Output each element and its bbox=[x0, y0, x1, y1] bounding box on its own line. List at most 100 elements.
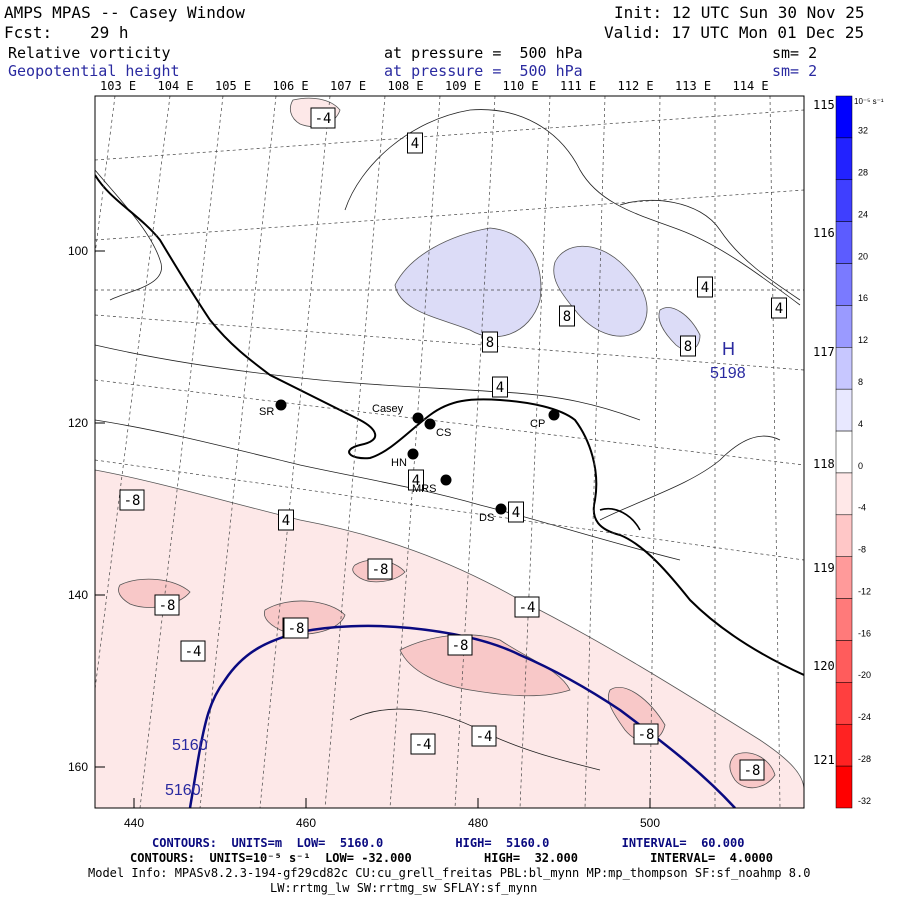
longitude-label: 114 E bbox=[733, 79, 769, 93]
coastline bbox=[95, 174, 804, 676]
colorbar-segment bbox=[835, 514, 853, 557]
station-label: CS bbox=[436, 427, 451, 439]
colorbar-segment bbox=[835, 598, 853, 641]
contour-label-text: 4 bbox=[282, 513, 290, 529]
contour-label-text: -8 bbox=[744, 763, 761, 779]
field1-smoothing: sm= 2 bbox=[772, 44, 818, 62]
colorbar-tick-label: 0 bbox=[858, 461, 863, 471]
height-contour-label: 5160 bbox=[165, 782, 201, 799]
longitude-label: 107 E bbox=[330, 79, 366, 93]
model-info-line2: LW:rrtmg_lw SW:rrtmg_sw SFLAY:sf_mynn bbox=[270, 881, 538, 895]
colorbar-segment bbox=[835, 765, 853, 809]
plot-frame bbox=[94, 95, 805, 809]
longitude-label: 106 E bbox=[273, 79, 309, 93]
colorbar-segment bbox=[835, 305, 853, 348]
contour-label-text: -8 bbox=[288, 621, 305, 637]
contour-label: 8 bbox=[559, 305, 575, 327]
colorbar-segment bbox=[835, 723, 853, 767]
station-label: SR bbox=[259, 406, 274, 418]
field2-name: Geopotential height bbox=[8, 62, 180, 80]
contour-label: 4 bbox=[508, 501, 524, 523]
contour-label-text: -8 bbox=[372, 562, 389, 578]
colorbar-tick-label: 12 bbox=[858, 335, 868, 345]
x-tick-label: 460 bbox=[296, 816, 316, 830]
y-tick-label: 140 bbox=[68, 588, 88, 602]
longitude-labels-top: 103 E 104 E 105 E 106 E 107 E 108 E 109 E 110 E… bbox=[100, 79, 769, 93]
colorbar-tick-label: 16 bbox=[858, 293, 868, 303]
contour-label-text: -4 bbox=[415, 737, 432, 753]
colorbar-segment bbox=[835, 640, 853, 683]
colorbar-tick-label: 24 bbox=[858, 209, 868, 219]
station-marker bbox=[440, 474, 452, 486]
colorbar-tick-label: 20 bbox=[858, 251, 868, 261]
colorbar-segment bbox=[835, 137, 853, 181]
contour-label-text: -8 bbox=[452, 638, 469, 654]
contour-label: -8 bbox=[447, 634, 473, 656]
colorbar-tick-label: -12 bbox=[858, 586, 871, 596]
contour-label-text: 4 bbox=[496, 380, 504, 396]
station-marker bbox=[407, 448, 419, 460]
colorbar-tick-label: 8 bbox=[858, 377, 863, 387]
contour-label: -4 bbox=[410, 733, 436, 755]
field1-level: at pressure = 500 hPa bbox=[384, 44, 583, 62]
axes: 440 460 480 500 100 120 140 160 bbox=[68, 244, 660, 830]
colorbar-tick-label: 28 bbox=[858, 168, 868, 178]
init-time: Init: 12 UTC Sun 30 Nov 25 bbox=[614, 3, 865, 22]
station-marker bbox=[424, 418, 436, 430]
vorticity-contour bbox=[599, 435, 781, 521]
station-marker bbox=[275, 399, 287, 411]
station-label: CP bbox=[530, 418, 545, 430]
contour-label-text: -8 bbox=[159, 598, 176, 614]
contour-label: 4 bbox=[771, 297, 787, 319]
colorbar-segment bbox=[835, 95, 853, 139]
vorticity-contour bbox=[95, 344, 641, 421]
longitude-label: 103 E bbox=[100, 79, 136, 93]
x-tick-label: 480 bbox=[468, 816, 488, 830]
station-label: DS bbox=[479, 512, 494, 524]
colorbar-tick-label: 4 bbox=[858, 419, 863, 429]
colorbar-tick-label: -8 bbox=[858, 545, 866, 555]
longitude-label: 108 E bbox=[388, 79, 424, 93]
colorbar-tick-label: -24 bbox=[858, 712, 871, 722]
station-marker bbox=[548, 409, 560, 421]
positive-vorticity-area bbox=[394, 227, 542, 338]
field2-smoothing: sm= 2 bbox=[772, 62, 818, 80]
longitude-label: 109 E bbox=[445, 79, 481, 93]
contour-label-text: -4 bbox=[519, 600, 536, 616]
colorbar-segment bbox=[835, 430, 853, 474]
colorbar-tick-label: -28 bbox=[858, 754, 871, 764]
height-contour-label: 5160 bbox=[172, 737, 208, 754]
contour-label-text: -4 bbox=[315, 111, 332, 127]
colorbar-tick-label: 32 bbox=[858, 126, 868, 136]
x-tick-label: 440 bbox=[124, 816, 144, 830]
colorbar-segment bbox=[835, 472, 853, 516]
contour-label-text: -4 bbox=[185, 644, 202, 660]
height-contour-info: CONTOURS: UNITS=m LOW= 5160.0 HIGH= 5160… bbox=[152, 836, 745, 850]
colorbar-tick-label: -20 bbox=[858, 670, 871, 680]
contour-label-text: 8 bbox=[563, 309, 571, 325]
coastline bbox=[599, 508, 641, 531]
contour-label: 4 bbox=[278, 509, 294, 531]
colorbar-segment bbox=[835, 347, 853, 390]
y-tick-label: 100 bbox=[68, 244, 88, 258]
colorbar: 32 28 24 20 16 12 8 4 0 -4 -8 -12 -16 -20 -24 -28 -32 10⁻… bbox=[835, 95, 884, 809]
contour-label: -8 bbox=[367, 558, 393, 580]
colorbar-segment bbox=[835, 179, 853, 222]
colorbar-tick-label: -4 bbox=[858, 503, 866, 513]
station-label: Casey bbox=[372, 403, 404, 415]
station-label: HN bbox=[391, 457, 407, 469]
stations: SR Casey CS CP HN MRS DS bbox=[259, 399, 560, 524]
model-info: Model Info: MPASv8.2.3-194-gf29cd82c CU:… bbox=[88, 866, 811, 880]
longitude-label: 112 E bbox=[618, 79, 654, 93]
field1-name: Relative vorticity bbox=[8, 44, 171, 62]
contour-label: 8 bbox=[482, 331, 498, 353]
vorticity-contour bbox=[95, 169, 162, 301]
contour-label: -8 bbox=[119, 489, 145, 511]
contour-label: -4 bbox=[180, 640, 206, 662]
contour-label-text: -8 bbox=[124, 493, 141, 509]
y-tick-label: 160 bbox=[68, 760, 88, 774]
station-marker bbox=[412, 412, 424, 424]
contour-label-text: 4 bbox=[412, 473, 420, 489]
